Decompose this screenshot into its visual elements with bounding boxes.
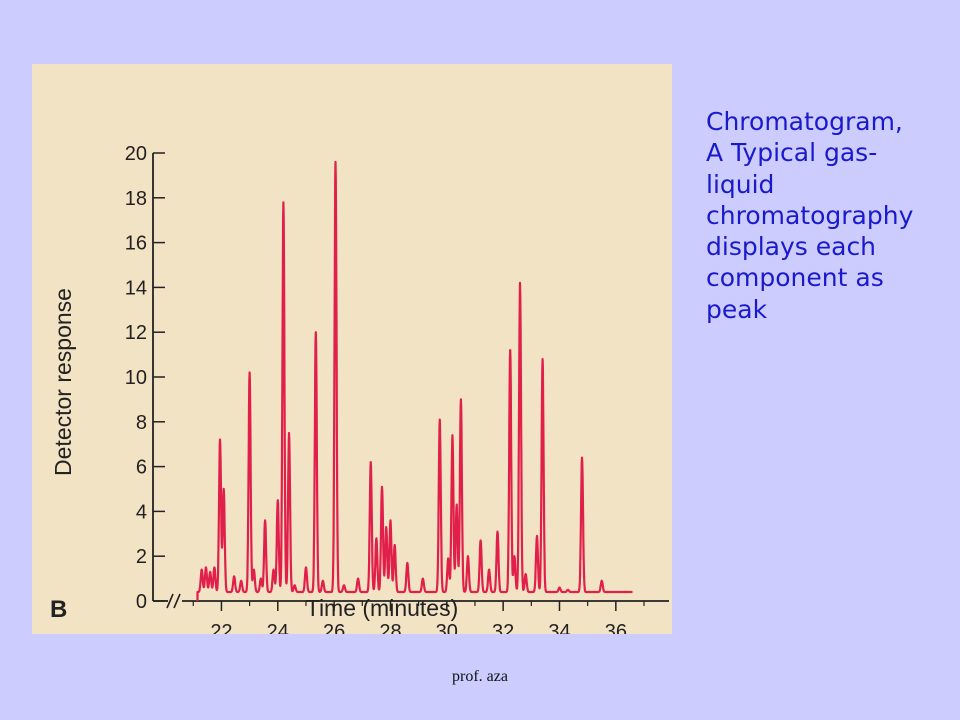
y-tick-label: 20 — [125, 143, 147, 165]
y-tick-label: 18 — [125, 188, 147, 210]
slide-footer: prof. aza — [452, 668, 508, 685]
axis-break-mark — [166, 593, 181, 609]
detector-trace — [196, 160, 634, 602]
x-tick-label: 28 — [379, 621, 401, 634]
caption-line: A Typical gas- — [706, 138, 878, 168]
y-tick-label: 14 — [125, 277, 147, 299]
caption-line: chromatography — [706, 200, 914, 230]
y-tick-label: 10 — [125, 367, 147, 389]
y-tick-label: 8 — [136, 412, 147, 434]
x-axis-label: Time (minutes) — [306, 595, 459, 621]
x-tick-label: 36 — [605, 621, 627, 634]
y-tick-label: 4 — [136, 501, 147, 523]
x-tick-label: 34 — [548, 621, 570, 634]
y-tick-label: 12 — [125, 322, 147, 344]
y-tick-label: 16 — [125, 233, 147, 255]
caption-line: liquid — [706, 169, 775, 199]
slide-caption: Chromatogram, A Typical gas-liquid chromat… — [706, 106, 951, 325]
x-tick-label: 26 — [323, 621, 345, 634]
x-tick-label: 24 — [267, 621, 289, 634]
x-tick-label: 22 — [210, 621, 232, 634]
y-tick-label: 0 — [136, 591, 147, 613]
x-axis: 22 24 26 28 30 32 34 36 — [153, 593, 669, 634]
y-tick-label: 2 — [136, 546, 147, 568]
y-axis-label: Detector response — [50, 288, 76, 476]
caption-line: component as — [706, 263, 884, 293]
y-axis: 0 2 4 6 8 10 12 14 16 18 20 — [125, 143, 165, 613]
y-tick-label: 6 — [136, 457, 147, 479]
x-tick-label: 30 — [436, 621, 458, 634]
caption-line: peak — [706, 294, 768, 324]
caption-line: displays each — [706, 232, 877, 261]
caption-line: Chromatogram, — [706, 107, 903, 136]
x-tick-label: 32 — [492, 621, 514, 634]
chromatogram-panel: 0 2 4 6 8 10 12 14 16 18 20 22 24 26 28 30 32 34 36 Detec… — [32, 64, 672, 634]
panel-label: B — [50, 596, 67, 623]
